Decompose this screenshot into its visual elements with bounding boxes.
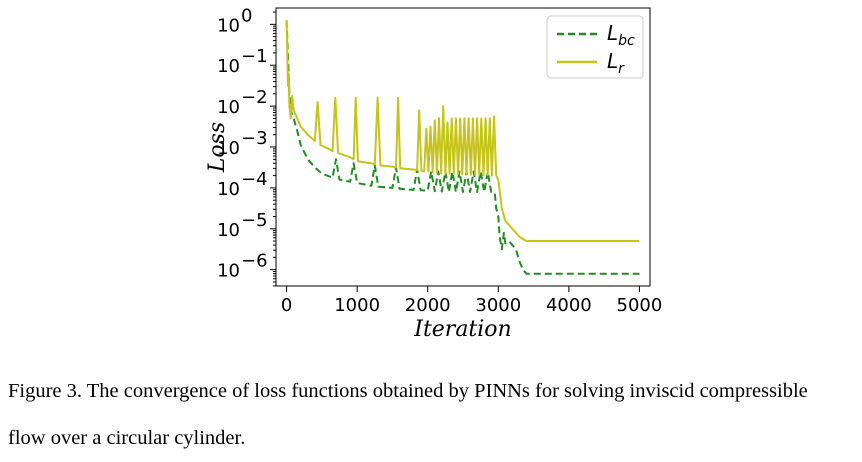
- x-axis: 0 1000 2000 3000 4000 5000: [281, 286, 662, 316]
- y-tick-exponent: −4: [241, 169, 268, 190]
- legend: Lbc Lr: [546, 15, 644, 79]
- x-tick-label: 5000: [617, 295, 663, 316]
- y-tick-exponent: −5: [241, 210, 268, 231]
- x-axis-label: Iteration: [413, 317, 511, 342]
- legend-label-lbc: Lbc: [607, 21, 635, 49]
- y-tick-label: 10: [217, 179, 240, 200]
- y-tick-label: 10: [217, 261, 240, 282]
- x-tick-label: 3000: [475, 295, 521, 316]
- y-tick-exponent: −2: [241, 87, 268, 108]
- y-tick-label: 10: [217, 220, 240, 241]
- x-tick-label: 4000: [546, 295, 592, 316]
- y-tick-label: 10: [217, 15, 240, 36]
- caption-line-1: Figure 3. The convergence of loss functi…: [8, 380, 808, 402]
- x-tick-label: 2000: [405, 295, 451, 316]
- y-tick-label: 10: [217, 56, 240, 77]
- y-tick-exponent: −3: [241, 128, 268, 149]
- series-line-lbc: [285, 20, 640, 275]
- series-line-lr: [285, 20, 640, 242]
- legend-label-lr: Lr: [607, 49, 625, 77]
- caption-line-2: flow over a circular cylinder.: [8, 427, 246, 449]
- figure-caption: Figure 3. The convergence of loss functi…: [8, 368, 858, 462]
- x-tick-label: 1000: [334, 295, 380, 316]
- x-tick-label: 0: [281, 295, 292, 316]
- y-tick-exponent: 0: [241, 5, 252, 26]
- y-axis-label: Loss: [205, 122, 230, 173]
- y-tick-exponent: −6: [241, 251, 268, 272]
- y-tick-label: 10: [217, 138, 240, 159]
- y-tick-label: 10: [217, 97, 240, 118]
- series-layer: [285, 20, 640, 275]
- y-tick-exponent: −1: [241, 46, 268, 67]
